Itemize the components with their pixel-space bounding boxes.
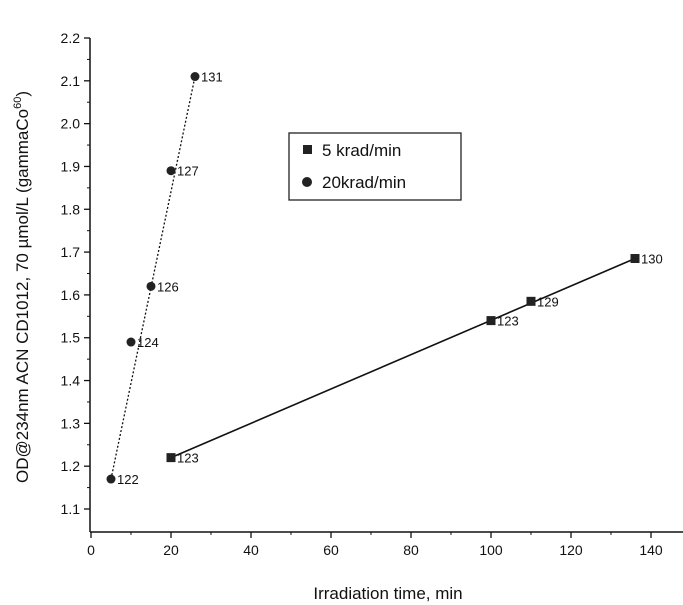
point-label: 124 [137, 335, 159, 350]
y-axis-title-superscript: 60 [12, 97, 24, 109]
y-tick-label: 1.7 [61, 244, 81, 260]
point-label: 122 [117, 472, 139, 487]
point-label: 123 [497, 314, 519, 329]
x-tick-label: 80 [403, 542, 419, 558]
square-marker [166, 453, 176, 463]
x-tick-label: 0 [87, 542, 95, 558]
y-tick-label: 1.6 [61, 287, 81, 303]
y-tick-label: 2.2 [61, 30, 81, 46]
y-tick-label: 2.0 [61, 116, 81, 132]
square-marker [630, 254, 640, 264]
x-tick-label: 140 [639, 542, 663, 558]
data-labels: 123 123 129 130 122 124 126 127 131 [117, 70, 663, 487]
x-tick-label: 20 [163, 542, 179, 558]
series-line-1 [170, 257, 636, 459]
y-axis-title-main: OD@234nm ACN CD1012, 70 µmol/L (gammaCo [13, 109, 32, 483]
y-tick-label: 1.5 [61, 330, 81, 346]
legend-label-5krad: 5 krad/min [322, 141, 401, 160]
point-label: 123 [177, 451, 199, 466]
point-label: 126 [157, 279, 179, 294]
y-tick-label: 1.2 [61, 458, 81, 474]
x-axis-title: Irradiation time, min [313, 584, 462, 603]
legend-box [288, 132, 462, 201]
legend: 5 krad/min 20krad/min [288, 132, 462, 201]
y-tick-label: 1.9 [61, 158, 81, 174]
circle-marker [166, 166, 176, 176]
x-tick-label: 40 [243, 542, 259, 558]
data-points [106, 72, 640, 484]
y-axis-ticks: 1.1 1.2 1.3 1.4 1.5 1.6 1.7 1.8 1.9 2.0 2.1 2.2 [61, 30, 90, 517]
chart-axes [89, 38, 683, 533]
series-lines [110, 76, 636, 480]
circle-marker [126, 337, 136, 347]
square-marker [486, 316, 496, 326]
x-tick-label: 60 [323, 542, 339, 558]
y-axis-title-close: ) [13, 91, 32, 97]
circle-marker [146, 281, 156, 291]
y-tick-label: 1.1 [61, 501, 81, 517]
point-label: 129 [537, 294, 559, 309]
legend-square-marker [303, 145, 312, 154]
y-tick-label: 2.1 [61, 73, 81, 89]
point-label: 130 [641, 252, 663, 267]
legend-label-20krad: 20krad/min [322, 173, 406, 192]
x-axis-ticks: 0 20 40 60 80 100 120 140 [87, 532, 663, 558]
y-axis-title: OD@234nm ACN CD1012, 70 µmol/L (gammaCo6… [12, 91, 32, 483]
x-tick-label: 100 [479, 542, 503, 558]
y-tick-label: 1.4 [61, 373, 81, 389]
point-label: 131 [201, 70, 223, 85]
y-tick-label: 1.3 [61, 415, 81, 431]
legend-circle-marker [302, 177, 312, 187]
circle-marker [190, 72, 200, 82]
x-tick-label: 120 [559, 542, 583, 558]
circle-marker [106, 474, 116, 484]
square-marker [526, 296, 536, 306]
y-tick-label: 1.8 [61, 201, 81, 217]
series-line-2 [110, 76, 196, 480]
point-label: 127 [177, 164, 199, 179]
